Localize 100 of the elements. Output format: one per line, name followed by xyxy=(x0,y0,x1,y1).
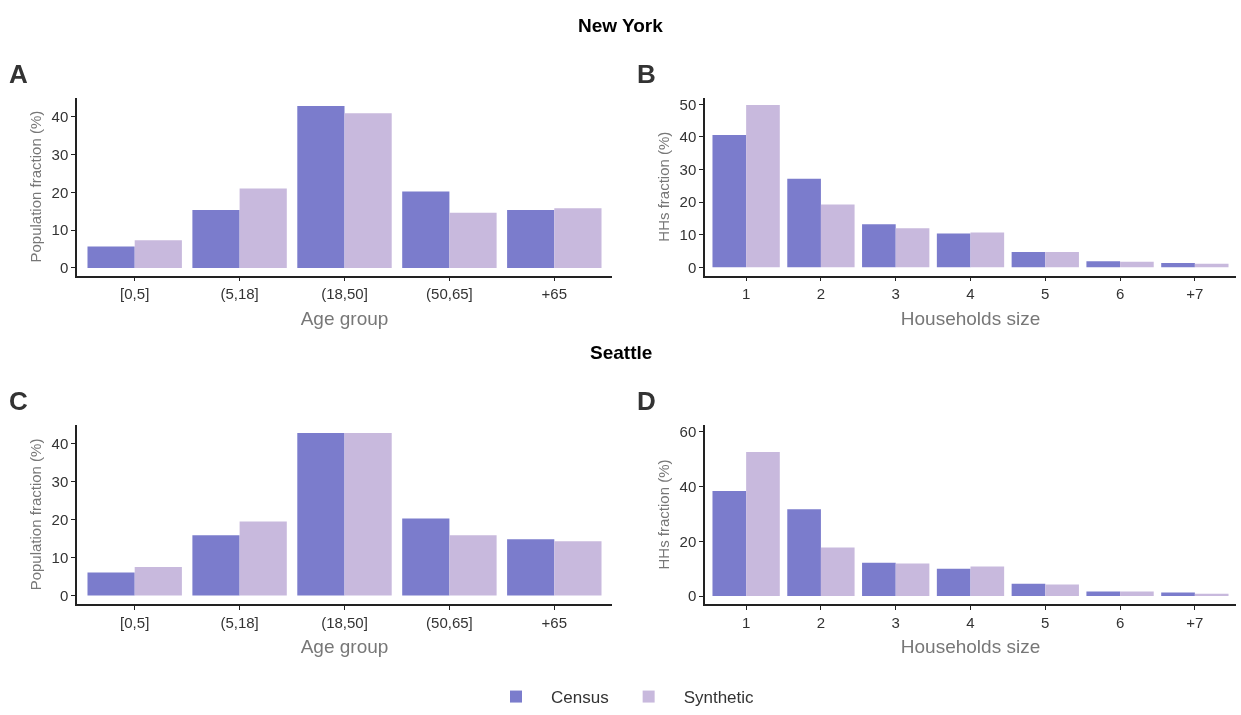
bar xyxy=(1086,591,1121,597)
x-tick-label: 5 xyxy=(1041,614,1050,632)
bar xyxy=(87,572,135,596)
x-tick-label: 6 xyxy=(1115,285,1125,303)
bar xyxy=(239,521,287,596)
bar xyxy=(936,568,971,597)
bar xyxy=(1120,591,1154,597)
bar xyxy=(1045,252,1079,268)
bar xyxy=(449,535,497,596)
x-tick-label: 3 xyxy=(891,614,900,632)
y-tick-label: 20 xyxy=(51,510,69,528)
bar xyxy=(449,212,497,268)
bar xyxy=(192,535,240,596)
text: B xyxy=(637,59,656,89)
bar xyxy=(192,210,240,268)
bar xyxy=(554,541,602,596)
x-tick-label: (5,18] xyxy=(220,614,259,632)
y-tick-label: 20 xyxy=(679,193,697,211)
bar xyxy=(712,490,747,597)
bar xyxy=(134,567,182,596)
x-tick-label: +7 xyxy=(1186,614,1204,632)
bar xyxy=(507,539,555,596)
x-tick-label: 4 xyxy=(966,614,975,632)
bar xyxy=(1120,261,1154,268)
x-axis-title: Households size xyxy=(900,307,1041,329)
y-tick-label: 10 xyxy=(51,548,69,566)
x-tick-label: 2 xyxy=(816,614,826,632)
chart-title: Seattle xyxy=(590,342,653,363)
bar xyxy=(895,228,930,268)
y-axis-title: Population fraction (%) xyxy=(27,438,45,591)
bar xyxy=(970,232,1005,268)
x-tick-label: (5,18] xyxy=(220,285,259,303)
x-axis-title: Age group xyxy=(300,636,389,658)
y-tick-label: 30 xyxy=(51,472,69,490)
bar xyxy=(712,134,747,268)
x-axis-title: Age group xyxy=(300,307,389,329)
y-tick-label: 30 xyxy=(679,160,697,178)
y-tick-label: 20 xyxy=(51,183,69,201)
bar xyxy=(862,224,896,268)
x-tick-label: 1 xyxy=(741,285,751,303)
y-tick-label: 20 xyxy=(679,532,697,550)
x-tick-label: (18,50] xyxy=(321,614,368,632)
bar xyxy=(344,432,392,596)
x-tick-label: (50,65] xyxy=(426,285,473,303)
y-tick-label: 60 xyxy=(679,422,697,440)
y-tick-label: 0 xyxy=(687,587,697,605)
bar xyxy=(87,246,135,268)
bar xyxy=(820,547,855,597)
x-tick-label: 2 xyxy=(816,285,826,303)
y-tick-label: 10 xyxy=(679,226,697,243)
bar xyxy=(239,188,287,268)
chart-title: New York xyxy=(578,15,664,36)
x-tick-label: +7 xyxy=(1186,285,1204,303)
text: D xyxy=(637,386,656,416)
y-axis-title: HHs fraction (%) xyxy=(655,131,673,242)
bar xyxy=(787,509,821,597)
bar xyxy=(936,233,971,268)
bar xyxy=(402,191,450,268)
bar xyxy=(402,518,450,596)
x-tick-label: 4 xyxy=(966,285,975,303)
x-axis-title: Households size xyxy=(900,636,1041,658)
y-tick-label: 0 xyxy=(59,259,69,277)
y-tick-label: 40 xyxy=(51,434,69,452)
y-tick-label: 50 xyxy=(679,95,697,113)
y-tick-label: 10 xyxy=(51,221,69,239)
bar xyxy=(787,178,821,268)
y-tick-label: 0 xyxy=(59,586,69,604)
bar xyxy=(344,113,392,268)
y-tick-label: 0 xyxy=(687,258,697,276)
x-tick-label: (18,50] xyxy=(321,285,368,303)
x-tick-label: [0,5] xyxy=(120,614,150,632)
bar xyxy=(895,563,930,597)
y-tick-label: 40 xyxy=(679,477,697,495)
y-axis-title: HHs fraction (%) xyxy=(655,459,673,570)
bar xyxy=(1011,252,1046,268)
bar xyxy=(746,452,780,597)
x-tick-label: [0,5] xyxy=(120,285,150,303)
x-tick-label: +65 xyxy=(541,285,568,303)
bar xyxy=(970,566,1005,597)
bar xyxy=(297,106,345,268)
y-axis-title: Population fraction (%) xyxy=(27,110,45,263)
legend-label: Census xyxy=(551,688,609,708)
x-tick-label: 1 xyxy=(741,614,751,632)
bar xyxy=(1161,263,1195,268)
bar xyxy=(134,240,182,268)
y-tick-label: 40 xyxy=(679,128,697,146)
y-tick-label: 40 xyxy=(51,107,69,125)
bar xyxy=(1011,583,1046,597)
bar xyxy=(1086,261,1121,268)
bar xyxy=(507,210,555,268)
x-tick-label: 6 xyxy=(1115,614,1125,632)
bar xyxy=(820,204,855,268)
text: C xyxy=(9,386,28,416)
text: A xyxy=(9,59,28,89)
x-tick-label: 3 xyxy=(891,285,900,303)
bar xyxy=(554,208,602,268)
x-tick-label: (50,65] xyxy=(426,614,473,632)
x-tick-label: +65 xyxy=(541,614,568,632)
x-tick-label: 5 xyxy=(1041,285,1050,303)
legend-label: Synthetic xyxy=(683,688,755,708)
